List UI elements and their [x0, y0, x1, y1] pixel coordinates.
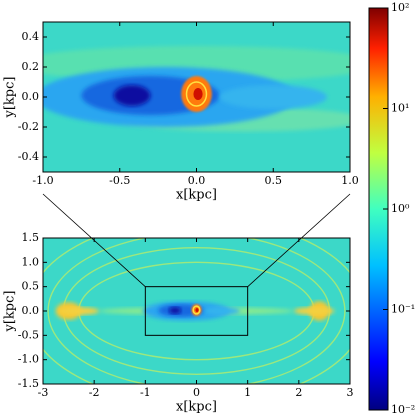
- x-tick-label: -1.0: [32, 174, 53, 187]
- x-tick-label: -2: [89, 386, 100, 399]
- y-tick-label: 0.2: [22, 60, 40, 73]
- gas-structure: [193, 88, 203, 100]
- y-tick-label: -0.4: [18, 150, 39, 163]
- x-tick-label: 0.0: [188, 174, 206, 187]
- x-tick-label: 1.0: [341, 174, 359, 187]
- density-map: [43, 238, 350, 384]
- zoom-box: [144, 286, 249, 336]
- gas-structure: [185, 81, 208, 107]
- x-tick-label: 0: [193, 386, 200, 399]
- y-tick-label: -1.5: [18, 377, 39, 390]
- y-axis-label: y[kpc]: [3, 291, 18, 333]
- x-axis-label: x[kpc]: [176, 400, 217, 415]
- y-tick-label: -0.2: [18, 120, 39, 133]
- y-tick-label: 1.5: [22, 231, 40, 244]
- y-tick-label: 0.0: [22, 90, 40, 103]
- zoom-connector: [42, 193, 146, 287]
- gas-structure: [219, 85, 327, 109]
- gas-structure: [293, 307, 335, 315]
- gas-structure: [113, 85, 151, 106]
- y-tick-label: -1.0: [18, 353, 39, 366]
- x-tick-label: 1: [244, 386, 251, 399]
- colorbar-tick-label: 10⁰: [391, 202, 410, 215]
- y-tick-label: 0.5: [22, 280, 40, 293]
- density-map: [43, 22, 350, 172]
- x-tick-label: -3: [38, 386, 49, 399]
- colorbar-tick-label: 10⁻¹: [391, 303, 415, 316]
- x-tick-label: 3: [347, 386, 354, 399]
- y-tick-label: -0.5: [18, 328, 39, 341]
- gas-structure: [58, 307, 100, 315]
- x-axis-label: x[kpc]: [176, 188, 217, 203]
- y-tick-label: 1.0: [22, 255, 40, 268]
- x-tick-label: 2: [295, 386, 302, 399]
- x-tick-label: -0.5: [109, 174, 130, 187]
- colorbar-tick-label: 10¹: [391, 102, 409, 115]
- gas-structure: [192, 305, 201, 315]
- y-tick-label: 0.4: [22, 30, 40, 43]
- colorbar-tick-label: 10²: [391, 1, 409, 14]
- gas-structure: [195, 308, 199, 312]
- y-axis-label: y[kpc]: [3, 77, 18, 119]
- zoom-connector: [247, 193, 351, 287]
- gas-structure: [204, 307, 240, 315]
- y-tick-label: 0.0: [22, 304, 40, 317]
- x-tick-label: 0.5: [265, 174, 283, 187]
- colorbar-tick-label: 10⁻²: [391, 403, 415, 416]
- x-tick-label: -1: [140, 386, 151, 399]
- gas-structure: [47, 238, 346, 384]
- gas-structure: [168, 307, 182, 314]
